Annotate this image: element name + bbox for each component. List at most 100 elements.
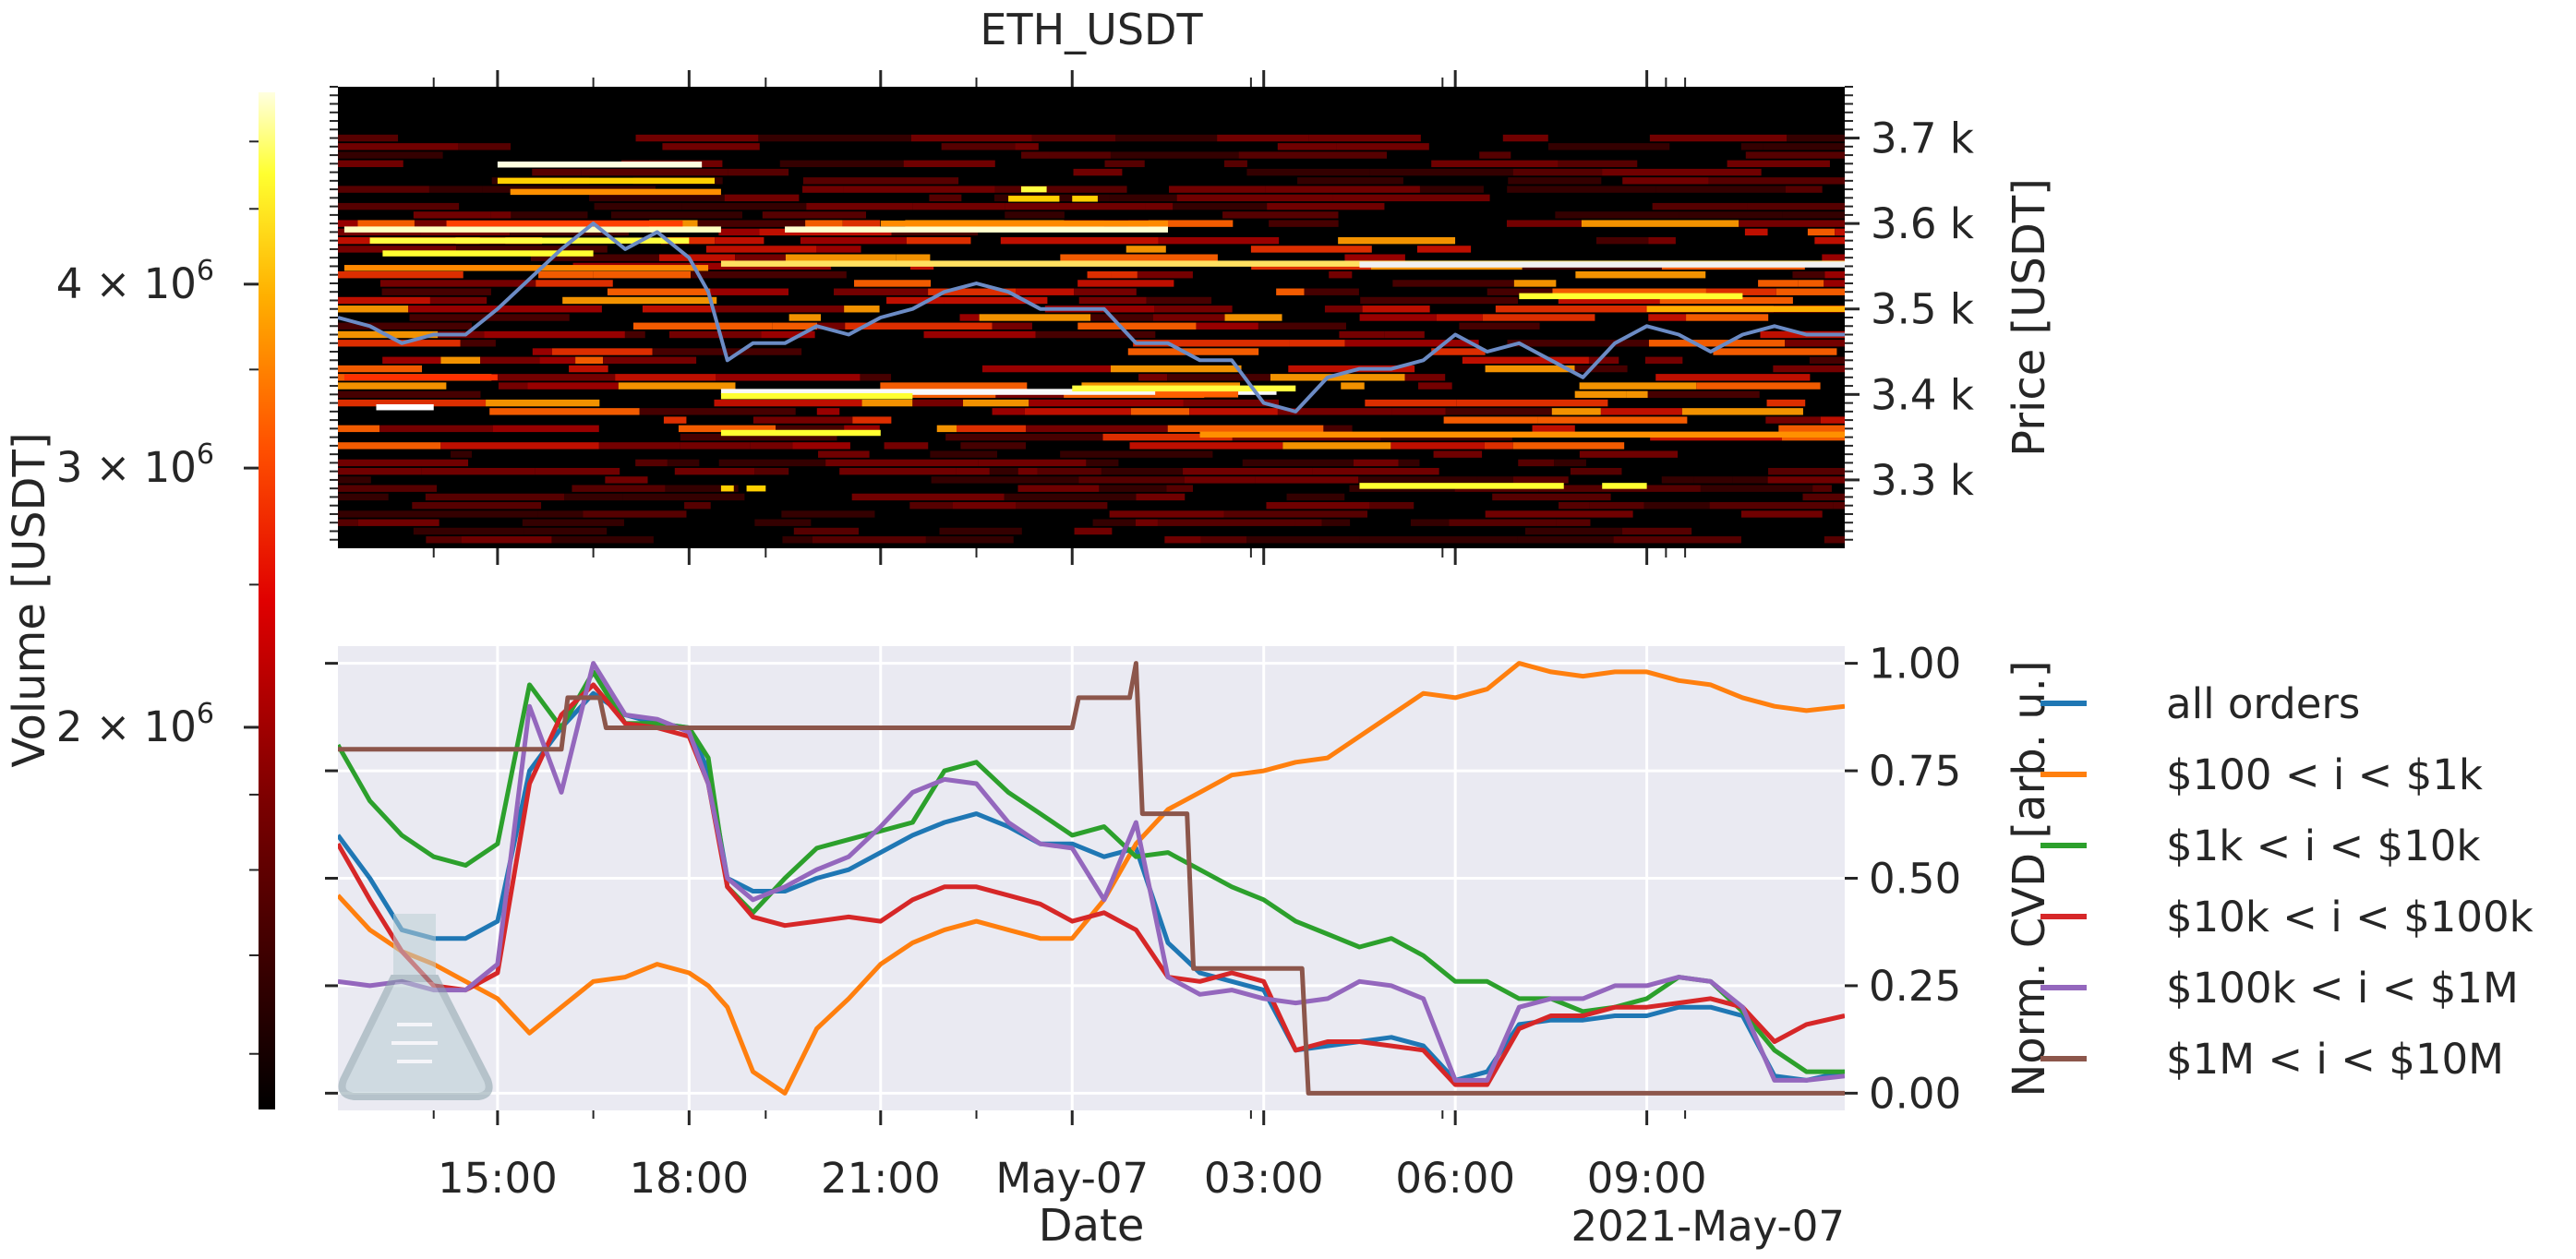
heatmap-cell [728,168,789,176]
heatmap-cell [705,246,817,253]
heatmap-cell [1304,288,1359,295]
heatmap-cell [852,416,892,424]
heatmap-wall [720,389,1277,395]
heatmap-cell [458,143,512,150]
heatmap-cell [1765,416,1821,424]
heatmap-cell [903,160,995,168]
heatmap-cell [1266,502,1370,510]
heatmap-cell [1286,493,1345,501]
heatmap-cell [793,527,859,535]
cvd-y-tick-label: 0.00 [1869,1069,1961,1118]
heatmap-wall [446,220,683,227]
heatmap-cell [1338,236,1456,245]
heatmap-cell [1029,399,1184,407]
heatmap-wall [1359,483,1564,489]
heatmap-cell [825,459,979,467]
heatmap-cell [575,356,604,364]
heatmap-cell [754,467,789,475]
heatmap-cell [1479,151,1511,159]
heatmap-cell [490,211,512,219]
heatmap-wall [1072,196,1098,202]
heatmap-cell [1445,408,1552,415]
heatmap-cell [818,450,870,458]
heatmap-cell [860,374,892,381]
heatmap-cell [912,202,1005,210]
heatmap-cell [912,399,964,407]
heatmap-cell [851,493,1005,501]
heatmap-cell [394,510,538,518]
cvd-x-offset-label: 2021-May-07 [1571,1202,1846,1251]
heatmap-cell [1613,536,1741,544]
heatmap-cell [1321,519,1351,526]
heatmap-cell [1484,442,1513,450]
heatmap-cell [379,425,493,433]
heatmap-cell [843,186,995,193]
heatmap-cell [1485,365,1575,373]
heatmap-cell [1709,502,1834,510]
heatmap-cell [1713,348,1837,355]
heatmap-cell [1513,280,1557,287]
heatmap-cell [1258,322,1346,330]
heatmap-cell [1647,390,1760,399]
heatmap-cell [491,374,616,381]
heatmap-cell [1111,271,1138,279]
heatmap-cell [635,134,759,142]
heatmap-y-tick-label: 3.7 k [1871,114,1974,163]
heatmap-cell [1154,306,1233,313]
colorbar-tick-label: 4 × 106 [56,255,214,308]
heatmap-cell [639,408,796,415]
heatmap-cell [959,314,980,321]
legend-label: $1k < i < $10k [2166,821,2480,870]
cvd-series-line [338,690,1845,1083]
heatmap-cell [1167,425,1324,433]
legend: all orders $100 < i < $1k $1k < i < $10k $1… [2040,679,2534,1084]
heatmap-cell [426,536,462,544]
heatmap-cell [1148,220,1234,227]
heatmap-cell [674,467,755,475]
heatmap-cell [785,254,897,261]
heatmap-cell [1222,211,1339,219]
heatmap-cell [1433,450,1483,458]
heatmap-cell [956,467,990,475]
heatmap-cell [1443,416,1538,424]
colorbar-tick-exponent: 6 [197,698,214,730]
heatmap-cell [1655,374,1811,381]
heatmap-axes: 3.3 k 3.4 k 3.5 k 3.6 k 3.7 k [330,70,1974,565]
heatmap-cell [1344,254,1405,261]
heatmap-cell [710,288,788,295]
heatmap-cell [978,459,1087,467]
heatmap-cell [1798,280,1824,287]
heatmap-cell [758,134,912,142]
heatmap-cell [724,194,800,202]
heatmap-cell [338,485,438,492]
cvd-x-tick-label: May-07 [995,1154,1149,1203]
colorbar-tick-label: 3 × 106 [56,438,214,492]
heatmap-cell [1517,536,1614,544]
heatmap-cell [1782,211,1845,219]
heatmap-cell [802,186,844,193]
heatmap-cell [1289,340,1345,347]
heatmap-cell [357,220,415,227]
cvd-axes: 0.00 0.25 0.50 0.75 1.00 15:00 18:00 21:00 May-0… [325,640,1961,1203]
heatmap-cell [714,399,862,407]
heatmap-cell [1648,340,1786,347]
heatmap-cell [581,168,728,176]
heatmap-cell [572,485,666,492]
heatmap-wall [497,162,703,168]
heatmap-cell [1255,476,1359,484]
heatmap-cell [338,220,358,227]
heatmap-cell [408,306,497,313]
heatmap-cell [1294,519,1322,526]
heatmap-cell [1362,306,1430,313]
heatmap-cell [1200,536,1246,544]
cvd-x-tick-label: 15:00 [438,1154,558,1203]
heatmap-cell [716,374,861,381]
cvd-x-tick-label: 09:00 [1587,1154,1707,1203]
heatmap-cell [539,356,576,364]
cvd-x-tick-label: 21:00 [821,1154,941,1203]
heatmap-cell [1390,442,1485,450]
heatmap-cell [338,143,459,150]
heatmap-cell [667,459,700,467]
heatmap-wall [1199,431,1845,438]
heatmap-cell [622,493,745,501]
